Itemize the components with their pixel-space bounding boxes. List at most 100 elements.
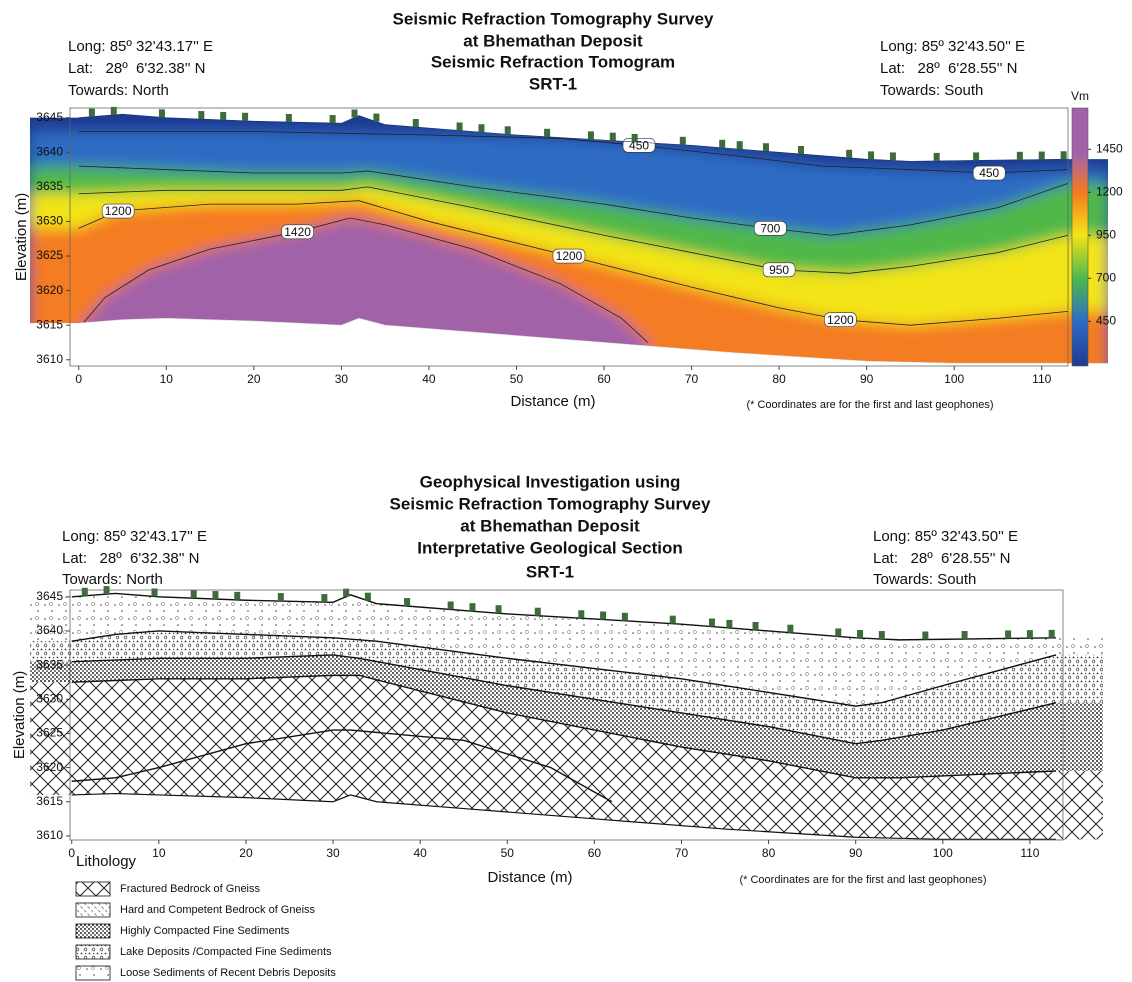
geophone: [879, 631, 885, 639]
x-tick-label: 40: [422, 372, 436, 386]
x-tick-label: 60: [597, 372, 611, 386]
y-tick-label: 3625: [36, 248, 63, 262]
geophone: [365, 593, 371, 601]
y-tick-label: 3635: [36, 179, 63, 193]
chart-title: Seismic Refraction Tomography Survey: [393, 9, 714, 28]
colorbar-tick-label: 950: [1096, 227, 1116, 241]
contour-label: 1200: [105, 204, 132, 218]
contour-label: 700: [760, 222, 780, 236]
coordinate-info: Long: 85º 32'43.17'' E: [68, 38, 213, 55]
geophone: [868, 151, 874, 159]
y-tick-label: 3635: [36, 657, 63, 671]
geophone: [753, 622, 759, 630]
x-tick-label: 110: [1032, 372, 1051, 386]
contour-label: 950: [769, 263, 789, 277]
y-tick-label: 3625: [36, 726, 63, 740]
x-tick-label: 10: [152, 846, 166, 860]
legend-label: Fractured Bedrock of Gneiss: [120, 883, 261, 895]
colorbar: [1072, 108, 1088, 366]
coordinate-info: Towards: North: [62, 571, 163, 588]
x-tick-label: 10: [160, 372, 174, 386]
contour-label: 1420: [284, 225, 311, 239]
x-tick-label: 30: [326, 846, 340, 860]
coordinate-info: Lat: 28º 6'32.38'' N: [68, 60, 206, 77]
geophone: [448, 601, 454, 609]
geophone: [413, 119, 419, 127]
contour-label: 1200: [827, 313, 854, 327]
geophone: [321, 594, 327, 602]
geophone: [787, 625, 793, 633]
geophone: [962, 631, 968, 639]
geophone: [578, 610, 584, 618]
geophone: [835, 628, 841, 636]
x-tick-label: 70: [685, 372, 699, 386]
geophone: [1027, 630, 1033, 638]
colorbar-tick-label: 1450: [1096, 141, 1123, 155]
geophone: [535, 608, 541, 616]
y-axis-label: Elevation (m): [13, 193, 30, 281]
coordinate-info: Lat: 28º 6'28.55'' N: [880, 60, 1018, 77]
geophone: [600, 612, 606, 620]
geophone: [798, 146, 804, 154]
contour-label: 450: [979, 166, 999, 180]
geophone: [1061, 151, 1067, 159]
geophone: [709, 619, 715, 627]
colorbar-tick-label: 700: [1096, 270, 1116, 284]
geophone: [89, 109, 95, 117]
chart-title: SRT-1: [529, 74, 577, 93]
coordinate-info: Long: 85º 32'43.50'' E: [880, 38, 1025, 55]
chart-title: at Bhemathan Deposit: [460, 516, 640, 535]
geophone: [763, 143, 769, 151]
legend-label: Loose Sediments of Recent Debris Deposit…: [120, 967, 336, 979]
y-tick-label: 3630: [36, 214, 63, 228]
legend-swatch: [76, 924, 110, 938]
x-axis-label: Distance (m): [487, 869, 572, 886]
x-tick-label: 110: [1020, 846, 1039, 860]
x-tick-label: 70: [675, 846, 689, 860]
x-tick-label: 100: [933, 846, 953, 860]
geophone: [469, 603, 475, 611]
velocity-field: [10, 48, 1128, 426]
coordinate-info: Long: 85º 32'43.17'' E: [62, 528, 207, 545]
y-tick-label: 3645: [36, 589, 63, 603]
geophone: [352, 110, 358, 118]
geophone: [1049, 630, 1055, 638]
geophone: [1039, 152, 1045, 160]
legend-label: Highly Compacted Fine Sediments: [120, 925, 290, 937]
geophone: [220, 112, 226, 120]
x-tick-label: 90: [849, 846, 863, 860]
geophone: [737, 141, 743, 149]
geophone: [159, 109, 165, 117]
x-tick-label: 0: [75, 372, 82, 386]
geophone: [890, 152, 896, 160]
y-tick-label: 3610: [36, 352, 63, 366]
colorbar-tick-label: 450: [1096, 313, 1116, 327]
y-tick-label: 3640: [36, 623, 63, 637]
geophone: [505, 126, 511, 134]
x-tick-label: 50: [510, 372, 524, 386]
figure: Seismic Refraction Tomography Survey at B…: [0, 0, 1132, 982]
y-axis-label: Elevation (m): [11, 671, 28, 759]
geophone: [588, 131, 594, 139]
coordinate-info: Lat: 28º 6'32.38'' N: [62, 550, 200, 567]
legend-label: Hard and Competent Bedrock of Gneiss: [120, 904, 316, 916]
contour-label: 1200: [556, 249, 583, 263]
y-tick-label: 3645: [36, 110, 63, 124]
geophone: [242, 113, 248, 121]
chart-title: Seismic Refraction Tomogram: [431, 52, 675, 71]
y-tick-label: 3630: [36, 691, 63, 705]
geophone: [1005, 630, 1011, 638]
coordinate-info: Lat: 28º 6'28.55'' N: [873, 550, 1011, 567]
coordinate-info: Towards: South: [880, 82, 983, 99]
geophone: [478, 124, 484, 132]
y-tick-label: 3620: [36, 760, 63, 774]
x-tick-label: 20: [247, 372, 261, 386]
y-tick-label: 3620: [36, 283, 63, 297]
y-tick-label: 3610: [36, 828, 63, 842]
chart-title: Geophysical Investigation using: [420, 472, 681, 491]
footnote: (* Coordinates are for the first and las…: [739, 874, 986, 886]
geophone: [278, 593, 284, 601]
geophone: [726, 620, 732, 628]
legend-label: Lake Deposits /Compacted Fine Sediments: [120, 946, 332, 958]
colorbar-label: Vm: [1071, 89, 1089, 103]
